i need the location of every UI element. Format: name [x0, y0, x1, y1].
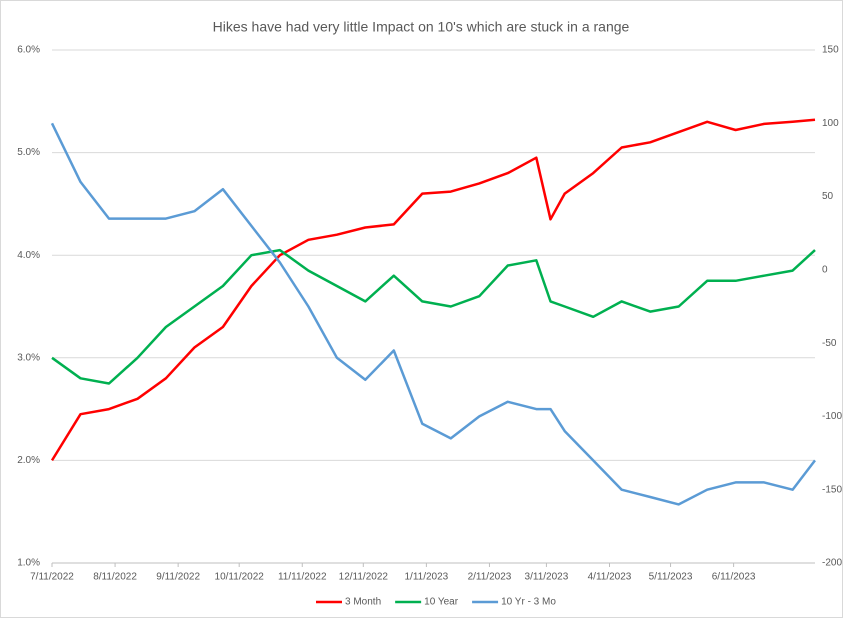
x-tick-label: 1/11/2023: [405, 572, 449, 583]
x-tick-label: 12/11/2022: [339, 572, 389, 583]
y2-tick-label: -100: [822, 411, 842, 422]
y2-tick-label: 50: [822, 191, 834, 202]
legend-label: 3 Month: [345, 597, 381, 608]
chart-title: Hikes have had very little Impact on 10'…: [213, 19, 630, 35]
y-tick-label: 2.0%: [17, 455, 40, 466]
y-tick-label: 3.0%: [17, 352, 40, 363]
y2-tick-label: 0: [822, 264, 828, 275]
y-tick-label: 1.0%: [17, 558, 40, 569]
y2-tick-label: 100: [822, 118, 839, 129]
x-tick-label: 9/11/2022: [156, 572, 200, 583]
series-line: [51, 248, 816, 385]
y-tick-label: 6.0%: [17, 45, 40, 56]
x-tick-label: 7/11/2022: [30, 572, 74, 583]
series-line: [50, 122, 816, 506]
y2-tick-label: -50: [822, 338, 837, 349]
legend-label: 10 Year: [424, 597, 459, 608]
y-tick-label: 5.0%: [17, 147, 40, 158]
y-tick-label: 4.0%: [17, 250, 40, 261]
y2-tick-label: -200: [822, 558, 842, 569]
x-tick-label: 4/11/2023: [588, 572, 632, 583]
x-tick-label: 8/11/2022: [93, 572, 137, 583]
y2-tick-label: 150: [822, 45, 839, 56]
legend-label: 10 Yr - 3 Mo: [501, 597, 556, 608]
x-tick-label: 11/11/2022: [278, 572, 327, 583]
x-tick-label: 6/11/2023: [712, 572, 756, 583]
x-tick-label: 2/11/2023: [468, 572, 512, 583]
y2-tick-label: -150: [822, 484, 842, 495]
x-tick-label: 3/11/2023: [525, 572, 569, 583]
x-tick-label: 10/11/2022: [215, 572, 265, 583]
x-tick-label: 5/11/2023: [649, 572, 693, 583]
series-line: [50, 118, 816, 462]
